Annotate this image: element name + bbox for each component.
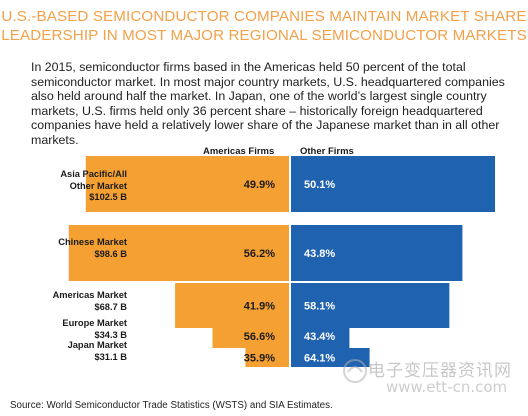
bar-other-2 — [290, 283, 450, 328]
watermark: 电子变压器资讯网 www.ett-cn.com — [340, 356, 522, 400]
value-label-other-4: 64.1% — [304, 353, 335, 365]
watermark-url: www.ett-cn.com — [386, 378, 508, 396]
legend-other-firms: Other Firms — [300, 146, 354, 157]
legend-americas-firms: Americas Firms — [203, 146, 275, 157]
value-label-other-0: 50.1% — [304, 179, 335, 191]
value-label-americas-4: 35.9% — [244, 353, 275, 365]
bar-americas-0 — [85, 156, 290, 212]
value-label-other-2: 58.1% — [304, 301, 335, 313]
bar-other-0 — [290, 156, 496, 212]
category-label-1: Chinese Market $98.6 B — [58, 237, 127, 259]
value-label-americas-2: 41.9% — [244, 301, 275, 313]
category-label-4: Japan Market $31.1 B — [67, 340, 127, 362]
category-label-0: Asia Pacific/All Other Market $102.5 B — [60, 169, 127, 202]
bar-other-3 — [290, 324, 350, 348]
chart-title: U.S.-BASED SEMICONDUCTOR COMPANIES MAINT… — [0, 7, 528, 45]
value-label-americas-1: 56.2% — [244, 248, 275, 260]
bar-americas-1 — [68, 225, 290, 281]
intro-paragraph: In 2015, semiconductor firms based in th… — [31, 60, 505, 147]
bar-americas-2 — [175, 283, 290, 328]
value-label-americas-3: 56.6% — [244, 331, 275, 343]
value-label-other-1: 43.8% — [304, 248, 335, 260]
category-label-3: Europe Market $34.3 B — [62, 318, 127, 340]
watermark-chinese-text: 电子变压器资讯网 — [368, 361, 512, 381]
title-line-1: U.S.-BASED SEMICONDUCTOR COMPANIES MAINT… — [1, 8, 527, 25]
bar-americas-4 — [245, 348, 290, 367]
source-note: Source: World Semiconductor Trade Statis… — [10, 400, 333, 411]
watermark-logo-icon — [343, 359, 367, 383]
bar-americas-3 — [212, 324, 290, 348]
value-label-other-3: 43.4% — [304, 331, 335, 343]
value-label-americas-0: 49.9% — [244, 179, 275, 191]
bar-other-1 — [290, 225, 463, 281]
title-line-2: LEADERSHIP IN MOST MAJOR REGIONAL SEMICO… — [1, 27, 527, 44]
category-label-2: Americas Market $68.7 B — [52, 290, 127, 312]
